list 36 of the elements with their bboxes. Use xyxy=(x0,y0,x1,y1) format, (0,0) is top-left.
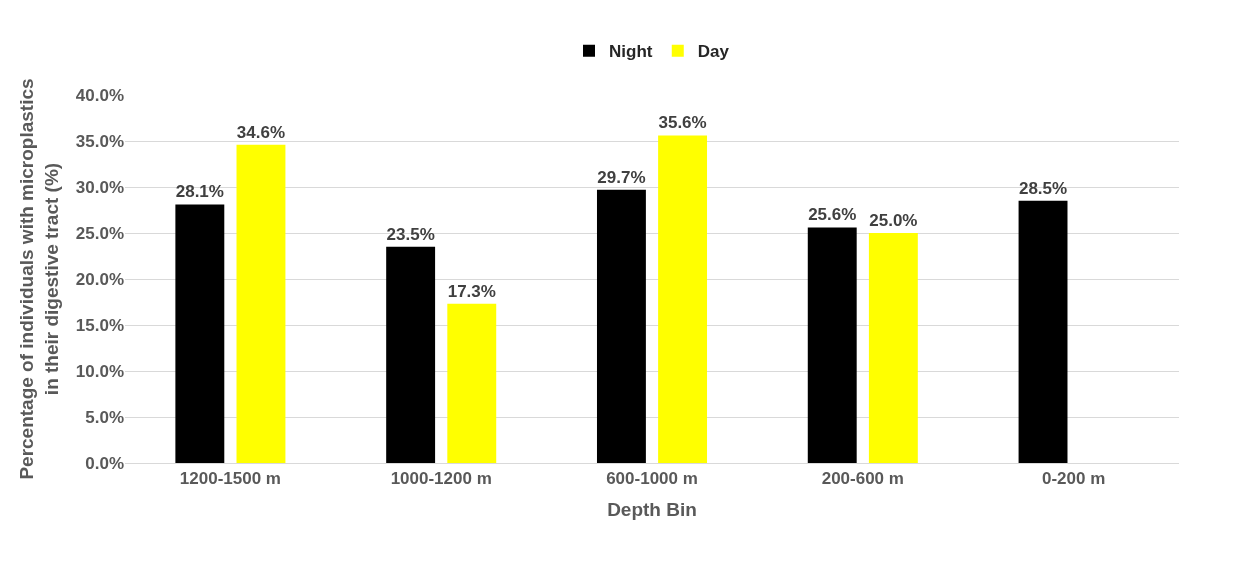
data-label: 35.6% xyxy=(658,113,707,133)
y-tick-label: 35.0% xyxy=(75,131,124,151)
bar xyxy=(807,227,857,463)
y-tick-label: 25.0% xyxy=(75,223,124,243)
data-label: 34.6% xyxy=(236,122,286,142)
data-label: 23.5% xyxy=(386,224,435,244)
data-label: 28.1% xyxy=(175,182,224,202)
x-tick-label: 600-1000 m xyxy=(606,469,698,489)
y-axis-title: Percentage of individuals with microplastics in their digestive tract (%) xyxy=(15,78,62,480)
y-tick-label: 5.0% xyxy=(85,407,124,427)
x-tick-label: 1200-1500 m xyxy=(179,469,281,489)
x-axis-title: Depth Bin xyxy=(607,499,697,521)
x-tick-label: 1000-1200 m xyxy=(390,469,492,489)
legend-label: Night xyxy=(609,42,653,62)
bar xyxy=(447,303,497,463)
y-tick-label: 0.0% xyxy=(85,453,124,473)
y-tick-label: 15.0% xyxy=(75,315,124,335)
data-label: 25.6% xyxy=(808,205,857,225)
bar xyxy=(386,246,436,463)
data-label: 29.7% xyxy=(597,167,646,187)
data-label: 17.3% xyxy=(447,281,496,301)
y-tick-label: 20.0% xyxy=(75,269,124,289)
y-tick-label: 30.0% xyxy=(75,177,124,197)
bar xyxy=(1018,200,1068,463)
legend-label: Day xyxy=(697,42,730,62)
bar xyxy=(236,144,286,463)
bar xyxy=(175,204,225,463)
data-label: 25.0% xyxy=(869,211,918,230)
bar xyxy=(868,233,918,463)
y-tick-label: 40.0% xyxy=(75,85,124,105)
data-label: 28.5% xyxy=(1018,178,1068,198)
bar xyxy=(596,189,646,463)
x-tick-label: 200-600 m xyxy=(821,469,904,489)
x-tick-label: 0-200 m xyxy=(1041,469,1106,489)
bar xyxy=(658,135,708,463)
y-tick-label: 10.0% xyxy=(75,361,124,381)
